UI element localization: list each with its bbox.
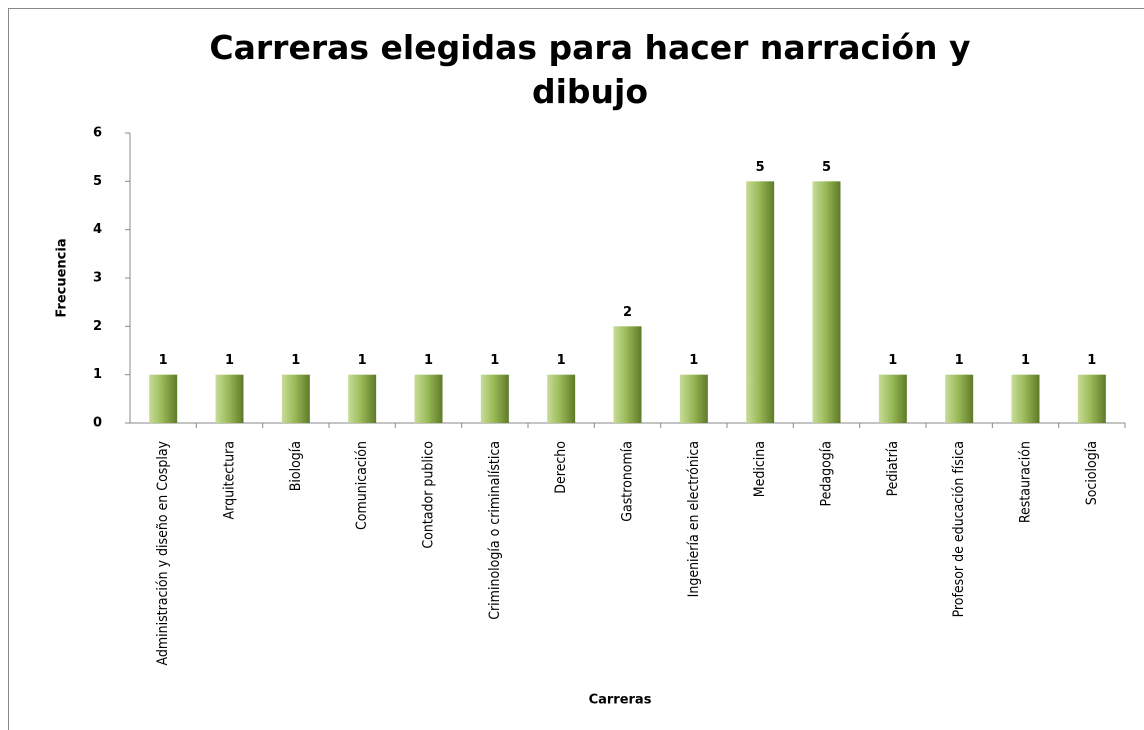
bar [547,374,576,423]
data-label: 2 [623,305,632,320]
y-tick-label: 5 [93,174,102,189]
data-label: 1 [424,353,433,368]
y-tick-label: 6 [93,126,102,141]
x-tick-label: Derecho [553,441,569,494]
x-tick-label: Pedagogía [819,441,835,506]
y-tick-label: 1 [93,367,102,382]
x-tick-label: Administración y diseño en Cosplay [155,440,171,665]
bar [348,374,377,423]
bar [215,374,244,423]
data-label: 5 [822,160,831,175]
data-label: 1 [955,353,964,368]
bar [1077,374,1106,423]
x-tick-label: Ingeniería en electrónica [686,441,702,597]
data-label: 1 [291,353,300,368]
data-label: 1 [490,353,499,368]
bar [1011,374,1040,423]
bar [414,374,443,423]
data-label: 1 [225,353,234,368]
x-tick-label: Contador publico [421,441,437,549]
data-label: 1 [159,353,168,368]
bar [878,374,907,423]
y-tick-label: 4 [93,222,102,237]
x-tick-label: Biología [288,441,304,491]
data-label: 1 [689,353,698,368]
x-tick-label: Profesor de educación física [951,441,967,617]
data-label: 1 [358,353,367,368]
y-axis-label: Frecuencia [55,238,70,317]
y-tick-label: 0 [93,416,102,431]
bar [613,326,642,423]
chart-title: Carreras elegidas para hacer narración y… [209,28,971,111]
data-label: 1 [888,353,897,368]
y-tick-label: 2 [93,319,102,334]
bar [945,374,974,423]
bar [746,181,775,423]
x-tick-label: Comunicación [354,441,370,530]
data-label: 1 [557,353,566,368]
x-axis-label: Carreras [589,693,652,708]
x-tick-label: Arquitectura [222,441,238,519]
x-tick-label: Restauración [1018,441,1034,523]
y-tick-label: 3 [93,271,102,286]
data-label: 5 [756,160,765,175]
bar [281,374,310,423]
data-label: 1 [1021,353,1030,368]
bar [149,374,178,423]
bar [480,374,509,423]
x-tick-label: Gastronomía [620,441,636,522]
bar [679,374,708,423]
data-label: 1 [1087,353,1096,368]
chart-border [8,8,1144,730]
x-tick-label: Sociología [1084,441,1100,505]
bar [812,181,841,423]
x-tick-label: Medicina [752,441,768,497]
x-tick-label: Pediatría [885,441,901,496]
x-tick-label: Criminología o criminalística [487,441,503,620]
